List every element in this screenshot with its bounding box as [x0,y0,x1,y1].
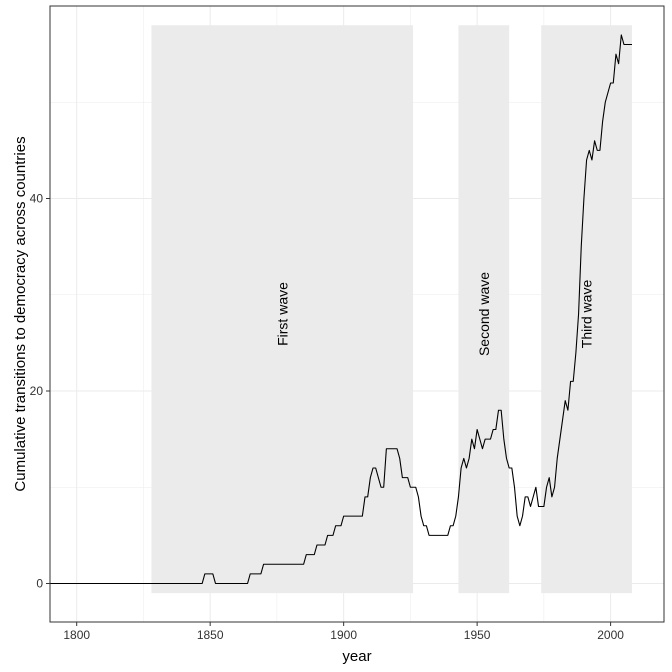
third-wave-label: Third wave [579,280,595,349]
y-axis-ticks: 0 20 40 [30,192,50,591]
x-axis-ticks: 1800 1850 1900 1950 2000 [63,622,624,642]
first-wave-label: First wave [274,282,290,346]
series-layer [50,34,632,585]
y-tick-label: 0 [36,577,43,591]
x-axis-title: year [342,648,371,665]
plot-border [49,5,665,623]
x-tick-label: 1900 [330,628,357,642]
y-tick-label: 40 [30,192,44,206]
y-tick-label: 20 [30,384,44,398]
x-tick-label: 1950 [464,628,491,642]
x-tick-label: 1850 [197,628,224,642]
series-line [50,34,632,585]
x-tick-label: 1800 [63,628,90,642]
wave-bands [151,25,632,594]
y-axis-title: Cumulative transitions to democracy acro… [12,136,29,491]
first-wave-band [151,25,414,594]
wave-labels: First wave Second wave Third wave [274,272,594,356]
second-wave-label: Second wave [476,272,492,356]
x-tick-label: 2000 [597,628,624,642]
second-wave-band [458,25,510,594]
third-wave-band [541,25,632,594]
